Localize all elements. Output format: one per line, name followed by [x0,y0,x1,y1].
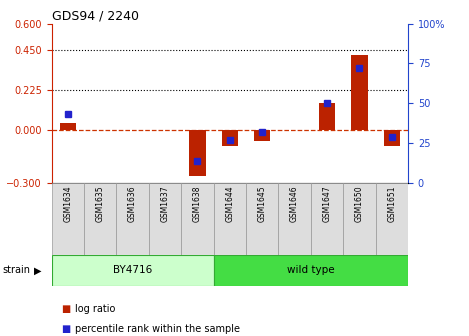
Text: GSM1647: GSM1647 [323,185,332,222]
Bar [181,183,213,255]
Bar [343,183,376,255]
Text: GSM1638: GSM1638 [193,185,202,222]
Text: GDS94 / 2240: GDS94 / 2240 [52,9,139,23]
Text: GSM1636: GSM1636 [128,185,137,222]
Bar [311,183,343,255]
Text: percentile rank within the sample: percentile rank within the sample [75,324,240,334]
Bar [189,130,205,176]
Text: log ratio: log ratio [75,304,115,314]
Text: GSM1651: GSM1651 [387,185,396,222]
Text: wild type: wild type [287,265,335,276]
Text: strain: strain [2,265,30,276]
Bar [52,183,84,255]
Bar [254,130,270,140]
Bar [351,55,368,130]
Text: GSM1650: GSM1650 [355,185,364,222]
Text: BY4716: BY4716 [113,265,152,276]
Text: ■: ■ [61,304,70,314]
Bar [319,103,335,130]
Bar [84,183,116,255]
Text: GSM1644: GSM1644 [225,185,234,222]
Text: GSM1634: GSM1634 [63,185,72,222]
Text: GSM1646: GSM1646 [290,185,299,222]
Bar [213,183,246,255]
Bar [52,255,213,286]
Bar [60,123,76,130]
Bar [246,183,279,255]
Text: ▶: ▶ [34,265,42,276]
Bar [116,183,149,255]
Bar [222,130,238,146]
Bar [149,183,181,255]
Text: GSM1645: GSM1645 [257,185,267,222]
Text: GSM1637: GSM1637 [160,185,169,222]
Bar [376,183,408,255]
Bar [213,255,408,286]
Text: ■: ■ [61,324,70,334]
Bar [279,183,311,255]
Text: GSM1635: GSM1635 [96,185,105,222]
Bar [384,130,400,146]
